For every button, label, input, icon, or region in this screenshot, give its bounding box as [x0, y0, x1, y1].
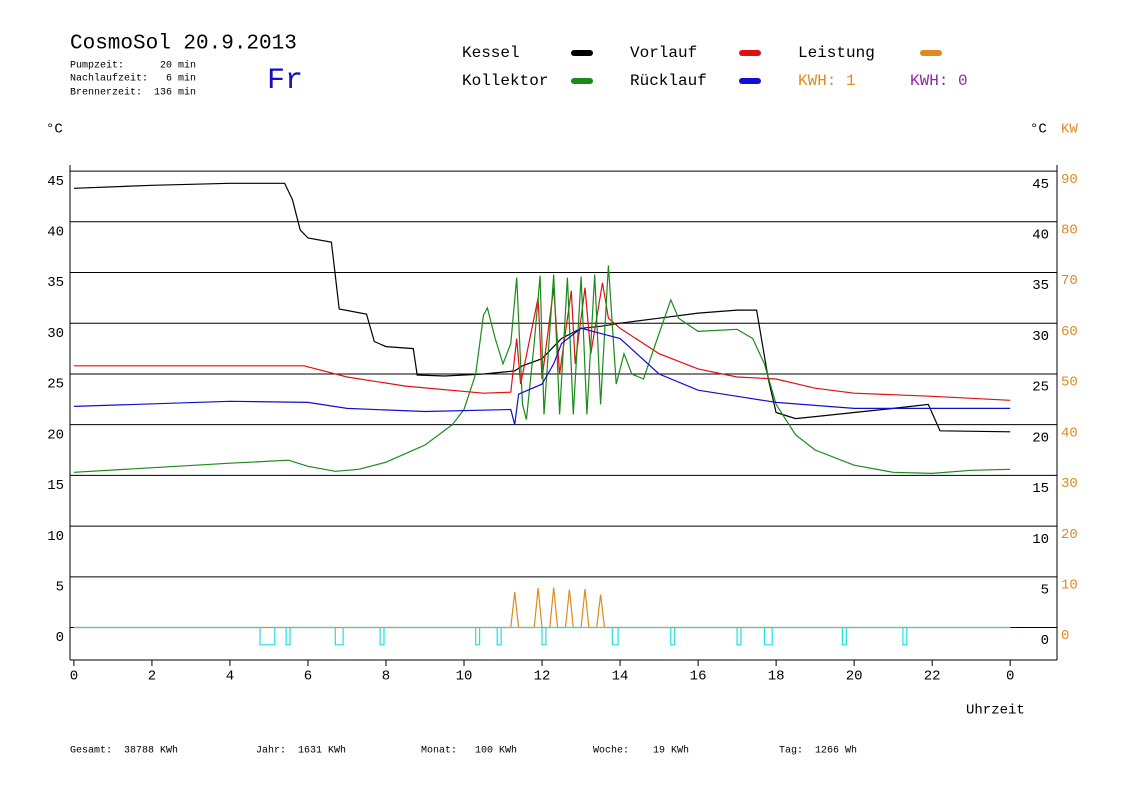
- y-tick-label-right: 20: [1032, 430, 1049, 446]
- y2-tick-label: 30: [1061, 476, 1078, 492]
- y-tick-label: 0: [56, 630, 64, 646]
- footer-stat: Tag: 1266 Wh: [779, 745, 857, 757]
- y-tick-label: 20: [47, 427, 64, 443]
- y-tick-label-right: 45: [1032, 177, 1049, 193]
- y2-axis-label: KW: [1061, 122, 1078, 138]
- footer-stat: Monat: 100 KWh: [421, 745, 517, 757]
- kwh-label: KWH: 0: [910, 72, 968, 90]
- x-tick-label: 2: [148, 669, 156, 685]
- x-tick-label: 10: [456, 669, 473, 685]
- y2-tick-label: 80: [1061, 223, 1078, 239]
- x-axis-label: Uhrzeit: [966, 703, 1025, 719]
- x-tick-label: 20: [846, 669, 863, 685]
- info-line: Pumpzeit: 20 min: [70, 60, 196, 72]
- x-tick-label: 16: [690, 669, 707, 685]
- series-line: [73, 182, 1011, 433]
- x-tick-label: 8: [382, 669, 390, 685]
- y2-tick-label: 0: [1061, 628, 1069, 644]
- y-axis-label-right: °C: [1030, 122, 1047, 138]
- x-tick-label: 6: [304, 669, 312, 685]
- y2-tick-label: 90: [1061, 172, 1078, 188]
- y-tick-label: 30: [47, 326, 64, 342]
- series-line: [73, 626, 1011, 646]
- y-tick-label: 40: [47, 225, 64, 241]
- y-tick-label: 35: [47, 275, 64, 291]
- info-line: Nachlaufzeit: 6 min: [70, 73, 196, 85]
- y-tick-label: 25: [47, 377, 64, 393]
- legend-label: Rücklauf: [630, 72, 707, 90]
- series-line: [73, 587, 1011, 629]
- footer-stat: Woche: 19 KWh: [593, 745, 689, 757]
- series-line: [73, 327, 1011, 425]
- legend-label: Vorlauf: [630, 44, 697, 62]
- y2-tick-label: 20: [1061, 527, 1078, 543]
- y-axis-label: °C: [46, 122, 63, 138]
- y2-tick-label: 70: [1061, 273, 1078, 289]
- y-tick-label-right: 0: [1041, 633, 1049, 649]
- x-tick-label: 22: [924, 669, 941, 685]
- x-tick-label: 0: [70, 669, 78, 685]
- kwh-label: KWH: 1: [798, 72, 856, 90]
- series-line: [73, 282, 1011, 401]
- y2-tick-label: 50: [1061, 375, 1078, 391]
- y-tick-label-right: 5: [1041, 583, 1049, 599]
- y2-tick-label: 40: [1061, 425, 1078, 441]
- chart-title: CosmoSol 20.9.2013: [70, 33, 297, 56]
- x-tick-label: 14: [612, 669, 629, 685]
- footer-stat: Jahr: 1631 KWh: [256, 745, 346, 757]
- y-tick-label-right: 40: [1032, 228, 1049, 244]
- y-tick-label-right: 25: [1032, 380, 1049, 396]
- y-tick-label: 45: [47, 174, 64, 190]
- y-tick-label-right: 10: [1032, 532, 1049, 548]
- x-tick-label: 18: [768, 669, 785, 685]
- legend-label: Kessel: [462, 44, 520, 62]
- y-tick-label-right: 15: [1032, 481, 1049, 497]
- y-tick-label-right: 30: [1032, 329, 1049, 345]
- y-tick-label: 15: [47, 478, 64, 494]
- day-label: Fr: [267, 64, 303, 98]
- x-tick-label: 12: [534, 669, 551, 685]
- footer-stat: Gesamt: 38788 KWh: [70, 745, 178, 757]
- y-tick-label-right: 35: [1032, 278, 1049, 294]
- info-line: Brennerzeit: 136 min: [70, 87, 196, 99]
- y-tick-label: 5: [56, 580, 64, 596]
- legend-label: Kollektor: [462, 72, 548, 90]
- series-line: [73, 265, 1011, 475]
- x-tick-label: 0: [1006, 669, 1014, 685]
- y-tick-label: 10: [47, 529, 64, 545]
- x-tick-label: 4: [226, 669, 234, 685]
- y2-tick-label: 10: [1061, 578, 1078, 594]
- legend-label: Leistung: [798, 44, 875, 62]
- y2-tick-label: 60: [1061, 324, 1078, 340]
